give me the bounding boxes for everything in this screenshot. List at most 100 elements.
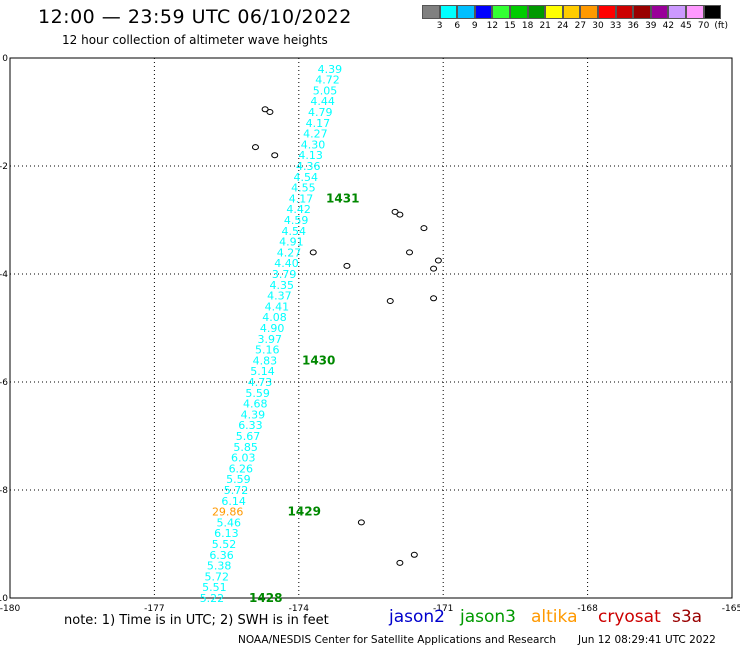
island-outline <box>430 295 438 302</box>
page-title: 12:00 — 23:59 UTC 06/10/2022 <box>38 6 352 28</box>
wave-height-value: 3.97 <box>257 333 282 346</box>
y-tick-label: -6 <box>0 378 8 388</box>
footer-note: note: 1) Time is in UTC; 2) SWH is in fe… <box>64 613 329 628</box>
island-outline <box>357 519 365 526</box>
wave-height-value: 4.27 <box>303 128 328 141</box>
island-outline <box>251 144 259 151</box>
island-outline <box>386 298 394 304</box>
wave-height-value: 5.72 <box>205 570 230 583</box>
wave-height-value: 4.54 <box>282 225 307 238</box>
wave-height-value: 4.90 <box>260 322 285 335</box>
y-tick-label: -8 <box>0 486 8 496</box>
island-outline <box>271 152 279 159</box>
wave-height-value: 5.22 <box>200 592 225 605</box>
wave-height-value: 4.54 <box>294 171 319 184</box>
legend-swatch <box>422 5 440 19</box>
island-outline <box>396 559 404 566</box>
wave-height-value: 4.41 <box>265 300 290 313</box>
credit-line: NOAA/NESDIS Center for Satellite Applica… <box>238 634 716 646</box>
legend-label: 6 <box>454 21 461 31</box>
legend-label: 36 <box>627 21 639 31</box>
legend-label: 27 <box>574 21 587 31</box>
legend-label: 12 <box>486 21 499 31</box>
wave-height-value: 4.55 <box>291 182 316 195</box>
wave-height-value: 4.39 <box>318 63 343 76</box>
wave-height-value: 5.38 <box>207 560 232 573</box>
wave-height-value: 6.03 <box>231 452 256 465</box>
pass-number-label: 1429 <box>288 505 321 519</box>
island-outline <box>420 225 428 232</box>
x-tick-label: -180 <box>0 604 20 614</box>
pass-number-label: 1430 <box>302 353 335 367</box>
legend-label: 18 <box>521 21 534 31</box>
wave-height-value: 6.26 <box>229 462 254 475</box>
wave-height-value: 4.72 <box>315 74 340 87</box>
legend-label: 42 <box>662 21 675 31</box>
legend-swatch <box>562 5 581 19</box>
wave-height-value: 5.52 <box>212 538 237 551</box>
legend-swatch <box>474 5 493 19</box>
wave-height-value: 4.40 <box>274 257 299 270</box>
wave-height-value: 4.91 <box>279 236 304 249</box>
legend-label: 30 <box>592 21 604 31</box>
wave-height-value: 3.79 <box>272 268 297 281</box>
wave-height-value: 5.59 <box>226 473 251 486</box>
timestamp: Jun 12 08:29:41 UTC 2022 <box>578 634 716 646</box>
x-tick-label: -171 <box>433 604 453 614</box>
pass-number-label: 1428 <box>249 591 282 605</box>
wave-height-value: 4.17 <box>289 192 314 205</box>
wave-height-value: 5.51 <box>202 581 227 594</box>
legend-swatch <box>457 5 475 19</box>
wave-height-value: 5.16 <box>255 344 280 357</box>
legend-swatch <box>668 5 686 19</box>
wave-height-value: 4.30 <box>301 138 326 151</box>
map-frame <box>9 57 733 599</box>
legend-swatch <box>703 5 722 19</box>
legend-swatch <box>598 5 616 19</box>
wave-height-value: 4.13 <box>298 149 323 162</box>
y-tick-label: -10 <box>0 594 8 604</box>
wave-height-value: 6.14 <box>221 495 246 508</box>
wave-height-value: 6.36 <box>209 549 234 562</box>
wave-height-value: 5.05 <box>313 84 338 97</box>
legend-label: 3 <box>436 21 443 31</box>
legend-swatch <box>686 5 704 19</box>
island-outline <box>410 551 418 558</box>
credit-text: NOAA/NESDIS Center for Satellite Applica… <box>238 634 556 646</box>
island-outline <box>396 211 404 218</box>
island-outline <box>343 262 351 269</box>
legend-label: 21 <box>539 21 551 31</box>
legend-label: (ft) <box>714 21 728 31</box>
wave-height-value: 5.59 <box>245 387 270 400</box>
y-tick-label: -4 <box>0 270 8 280</box>
x-tick-label: -165 <box>722 604 740 614</box>
legend-swatch <box>527 5 546 19</box>
legend-label: 39 <box>645 21 657 31</box>
wave-height-value: 5.14 <box>250 365 275 378</box>
wave-height-value: 4.36 <box>296 160 321 173</box>
satellite-label: jason2 <box>389 607 445 627</box>
island-outline <box>266 109 274 115</box>
satellite-label: cryosat <box>598 607 661 627</box>
wave-height-value: 5.46 <box>217 516 242 529</box>
wave-height-value: 5.67 <box>236 430 261 443</box>
x-tick-label: -177 <box>144 604 164 614</box>
legend-label: 24 <box>557 21 569 31</box>
legend-label: 45 <box>680 21 692 31</box>
wave-height-value: 4.73 <box>248 376 273 389</box>
legend-label: 33 <box>609 21 622 31</box>
wave-height-value: 4.44 <box>310 95 335 108</box>
legend-swatch <box>510 5 528 19</box>
wave-height-outlier: 29.86 <box>212 506 244 519</box>
wave-height-value: 6.13 <box>214 527 239 540</box>
wave-height-value: 4.08 <box>262 311 287 324</box>
island-outline <box>430 265 438 272</box>
wave-height-value: 6.33 <box>238 419 263 432</box>
wave-height-value: 4.79 <box>308 106 333 119</box>
wave-height-value: 4.35 <box>269 279 294 292</box>
wave-height-value: 4.39 <box>241 408 266 421</box>
x-tick-label: -168 <box>577 604 598 614</box>
pass-number-label: 1431 <box>326 191 359 205</box>
page-subtitle: 12 hour collection of altimeter wave hei… <box>62 33 328 47</box>
